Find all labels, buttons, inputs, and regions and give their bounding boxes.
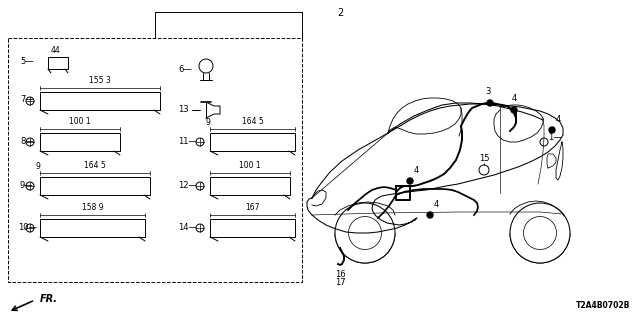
Text: 3: 3: [485, 87, 491, 96]
Text: 6—: 6—: [178, 66, 192, 75]
Text: 9: 9: [36, 162, 40, 171]
Circle shape: [407, 178, 413, 184]
Text: 11—: 11—: [178, 138, 197, 147]
Bar: [40, 92, 160, 110]
Circle shape: [510, 203, 570, 263]
Text: 17: 17: [335, 278, 346, 287]
Bar: [48, 57, 68, 69]
Text: 4: 4: [511, 94, 516, 103]
Circle shape: [487, 100, 493, 106]
Circle shape: [196, 182, 204, 190]
Text: 4: 4: [556, 115, 561, 124]
Text: 4: 4: [434, 200, 439, 209]
Text: 9—: 9—: [20, 181, 34, 190]
Bar: [40, 133, 120, 151]
Text: 14—: 14—: [178, 223, 197, 233]
Bar: [210, 219, 295, 237]
Circle shape: [349, 217, 381, 250]
Text: FR.: FR.: [40, 294, 58, 304]
Text: 16: 16: [335, 270, 346, 279]
Text: 12—: 12—: [178, 181, 197, 190]
Circle shape: [26, 138, 34, 146]
Text: 167: 167: [245, 203, 260, 212]
Text: 100 1: 100 1: [239, 161, 261, 170]
Bar: [210, 133, 295, 151]
Bar: [40, 219, 145, 237]
Circle shape: [26, 97, 34, 105]
Bar: [8, 38, 302, 282]
Circle shape: [479, 165, 489, 175]
Circle shape: [196, 138, 204, 146]
Circle shape: [26, 182, 34, 190]
Bar: [40, 177, 150, 195]
Text: 2: 2: [337, 8, 343, 18]
Circle shape: [549, 127, 555, 133]
Circle shape: [511, 107, 517, 113]
Text: 7—: 7—: [20, 95, 34, 105]
Text: 10—: 10—: [18, 223, 37, 233]
Text: 9: 9: [205, 118, 211, 127]
Text: 4: 4: [414, 166, 419, 175]
Circle shape: [524, 217, 557, 250]
Text: 164 5: 164 5: [242, 117, 264, 126]
Text: 158 9: 158 9: [82, 203, 103, 212]
Text: 44: 44: [51, 46, 61, 55]
Circle shape: [26, 224, 34, 232]
Text: 155 3: 155 3: [89, 76, 111, 85]
Text: 164 5: 164 5: [84, 161, 106, 170]
Bar: [210, 177, 290, 195]
Text: 5—: 5—: [20, 58, 34, 67]
Text: 8—: 8—: [20, 138, 34, 147]
Text: 15: 15: [479, 154, 489, 163]
Circle shape: [199, 59, 213, 73]
Circle shape: [335, 203, 395, 263]
Circle shape: [427, 212, 433, 218]
Circle shape: [196, 224, 204, 232]
Text: 100 1: 100 1: [69, 117, 91, 126]
Text: 1—: 1—: [548, 133, 562, 142]
Text: 13: 13: [178, 106, 189, 115]
Circle shape: [540, 138, 548, 146]
Text: T2A4B0702B: T2A4B0702B: [575, 301, 630, 310]
